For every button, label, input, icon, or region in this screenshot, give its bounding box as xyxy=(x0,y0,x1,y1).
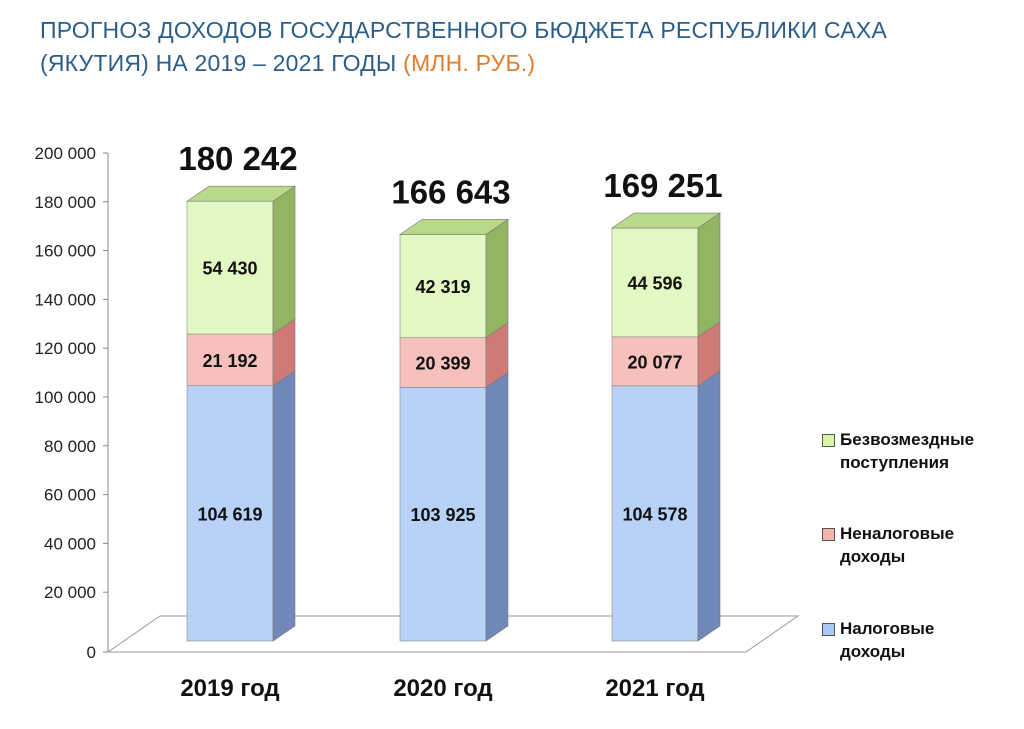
data-label: 44 596 xyxy=(627,273,682,293)
bar-top xyxy=(611,212,721,229)
bar-segment-side xyxy=(485,218,509,339)
bars: 104 619 21 192 54 430 180 242 103 925 20 399 4… xyxy=(178,140,723,642)
data-label: 20 399 xyxy=(415,354,470,374)
data-label: 104 578 xyxy=(622,504,687,524)
y-tick-label: 140 000 xyxy=(35,290,96,309)
y-tick-label: 60 000 xyxy=(44,486,96,505)
legend-label-grants-1: Безвозмездные xyxy=(840,430,975,449)
bar-top xyxy=(186,185,296,202)
bar-segment xyxy=(186,385,274,642)
bar-segment-side xyxy=(272,185,296,335)
chart-title: ПРОГНОЗ ДОХОДОВ ГОСУДАРСТВЕННОГО БЮДЖЕТА… xyxy=(40,14,1000,80)
bar-segment xyxy=(399,234,487,338)
legend-label-grants-2: поступления xyxy=(840,453,950,472)
data-label: 42 319 xyxy=(415,277,470,297)
data-label: 54 430 xyxy=(202,259,257,279)
bar-segment xyxy=(611,336,699,387)
y-tick-label: 40 000 xyxy=(44,534,96,553)
bar-segment xyxy=(399,337,487,388)
y-tick-label: 200 000 xyxy=(35,144,96,163)
y-tick-label: 100 000 xyxy=(35,388,96,407)
legend-label-tax-2: доходы xyxy=(840,642,906,661)
x-tick-label: 2019 год xyxy=(180,675,279,702)
x-axis-labels: 2019 год 2020 год 2021 год xyxy=(180,675,704,702)
y-tick-label: 180 000 xyxy=(35,193,96,212)
legend-label-tax-1: Налоговые xyxy=(840,619,935,638)
data-label: 20 077 xyxy=(627,352,682,372)
bar-segment-side xyxy=(697,370,721,642)
bar-segment-side xyxy=(485,371,509,642)
y-tick-label: 80 000 xyxy=(44,437,96,456)
legend-swatch-grants xyxy=(822,434,835,447)
legend-item-grants: Безвозмездные поступления xyxy=(822,428,1022,474)
bar-segment-side xyxy=(697,212,721,338)
legend-label-nontax-1: Неналоговые xyxy=(840,524,955,543)
x-tick-label: 2020 год xyxy=(393,675,492,702)
bar-segment xyxy=(399,387,487,642)
bar-segment xyxy=(611,385,699,642)
title-unit: (МЛН. РУБ.) xyxy=(403,50,536,76)
x-tick-label: 2021 год xyxy=(605,675,704,702)
legend-item-tax: Налоговые доходы xyxy=(822,617,1022,663)
total-label: 180 242 xyxy=(178,140,297,177)
y-tick-label: 20 000 xyxy=(44,583,96,602)
bar-top xyxy=(399,219,509,235)
total-label: 169 251 xyxy=(603,167,722,204)
bar-segment-side xyxy=(272,370,296,642)
y-tick-label: 120 000 xyxy=(35,339,96,358)
y-tick-label: 0 xyxy=(87,643,96,662)
y-tick-label: 160 000 xyxy=(35,242,96,261)
total-label: 166 643 xyxy=(391,173,510,210)
data-label: 104 619 xyxy=(197,504,262,524)
title-main: ПРОГНОЗ ДОХОДОВ ГОСУДАРСТВЕННОГО БЮДЖЕТА… xyxy=(40,17,887,76)
y-axis: 0 20 000 40 000 60 000 80 000 100 000 120 000 1… xyxy=(35,144,109,662)
bar-segment xyxy=(611,227,699,338)
data-label: 103 925 xyxy=(410,505,475,525)
legend-label-nontax-2: доходы xyxy=(840,547,906,566)
legend-swatch-tax xyxy=(822,623,835,636)
data-label: 21 192 xyxy=(202,351,257,371)
legend-item-nontax: Неналоговые доходы xyxy=(822,522,1022,568)
bar-segment xyxy=(186,200,274,335)
legend-swatch-nontax xyxy=(822,528,835,541)
bar-segment xyxy=(186,333,274,387)
